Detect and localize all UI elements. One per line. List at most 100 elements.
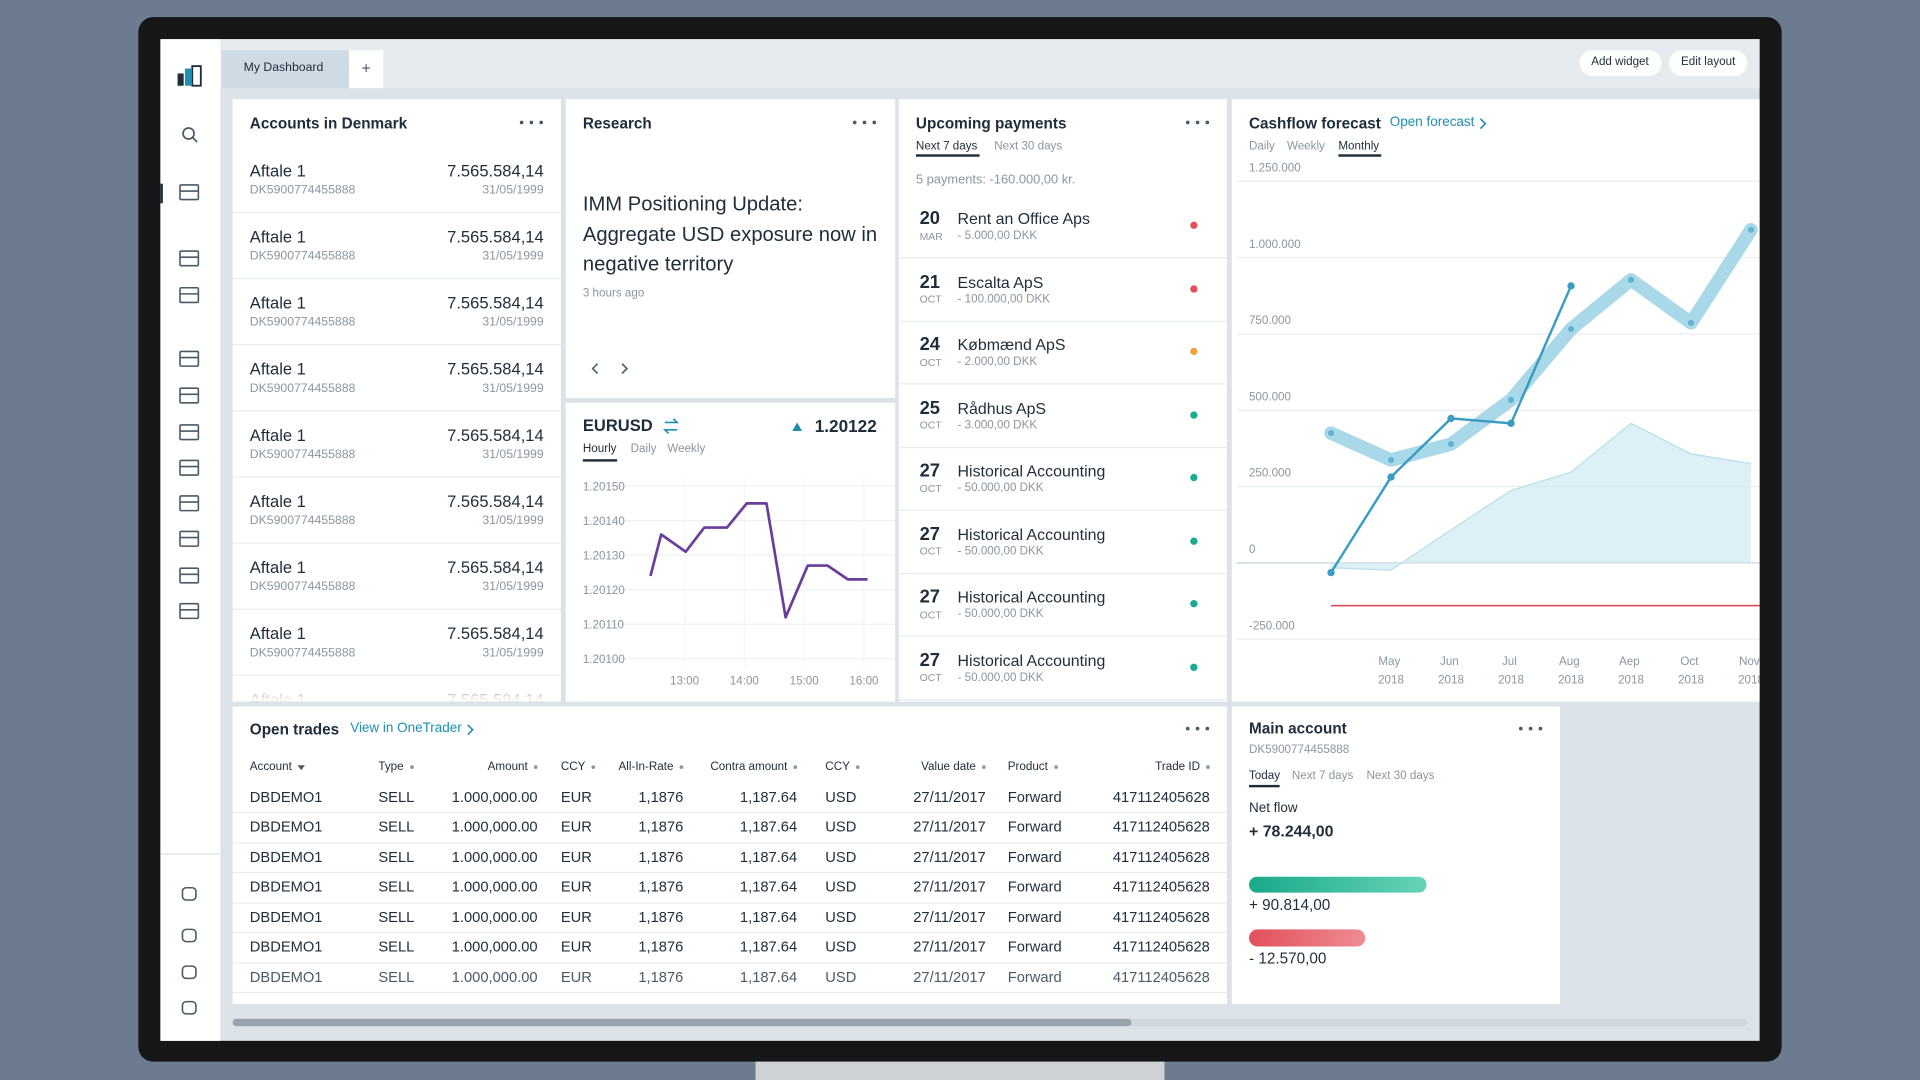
nav-icon[interactable] <box>175 596 204 625</box>
account-name[interactable]: Aftale 1 <box>249 425 306 445</box>
range-tab[interactable]: Hourly <box>582 442 617 456</box>
more-menu[interactable] <box>1183 724 1212 734</box>
sort-indicator[interactable] <box>297 765 306 770</box>
edit-layout-button[interactable] <box>1668 50 1748 76</box>
pay-name[interactable]: Historical Accounting <box>957 587 1106 607</box>
pay-name[interactable]: Historical Accounting <box>957 524 1106 544</box>
link[interactable]: View in OneTrader <box>350 721 462 737</box>
column-header[interactable]: CCY <box>561 761 596 775</box>
range-tab[interactable]: Weekly <box>667 442 706 456</box>
nav-icon[interactable] <box>175 280 204 309</box>
pay-name[interactable]: Historical Accounting <box>957 461 1106 481</box>
status-dot <box>1190 600 1198 608</box>
range-tab[interactable]: Next 7 days <box>915 139 978 154</box>
price-line <box>649 502 868 619</box>
account-name[interactable]: Aftale 1 <box>249 293 306 313</box>
account-name[interactable]: Aftale 1 <box>249 161 306 180</box>
column-header[interactable]: All-In-Rate <box>193 761 684 775</box>
account-name[interactable]: Aftale 1 <box>249 492 306 511</box>
column-header[interactable]: Trade ID <box>720 761 1210 775</box>
pay-name[interactable]: Rådhus ApS <box>957 398 1047 418</box>
nav-icon[interactable] <box>175 561 204 590</box>
nav-icon[interactable] <box>175 64 204 93</box>
pay-name[interactable]: Rent an Office Aps <box>957 209 1091 228</box>
range-tab[interactable]: Daily <box>1248 139 1275 154</box>
link-chevron[interactable] <box>1476 116 1491 131</box>
column-header[interactable]: CCY <box>825 761 860 775</box>
sort-indicator[interactable] <box>533 765 538 770</box>
tab-add-label[interactable]: + <box>361 59 371 78</box>
range-tab[interactable]: Next 30 days <box>1366 769 1435 783</box>
cell: EUR <box>560 968 592 986</box>
nav-icon[interactable] <box>175 344 204 373</box>
button-label[interactable]: Add widget <box>1591 55 1649 69</box>
nav-icon[interactable] <box>175 524 204 553</box>
account-name[interactable]: Aftale 1 <box>249 359 306 379</box>
summary: 5 payments: -160.000,00 kr. <box>915 172 1076 187</box>
nav-icon[interactable] <box>175 453 204 482</box>
column-header[interactable]: Amount <box>48 761 538 775</box>
headline[interactable]: IMM Positioning Update: Aggregate USD ex… <box>582 193 878 276</box>
column-header[interactable]: Product <box>1008 761 1058 775</box>
sort-indicator[interactable] <box>855 765 860 770</box>
sort-indicator[interactable] <box>793 765 798 770</box>
nav-icon[interactable] <box>175 381 204 410</box>
tab-active[interactable] <box>221 50 349 89</box>
pay-day: 21 <box>919 271 941 293</box>
sort-indicator[interactable] <box>409 765 414 770</box>
link-chevron[interactable] <box>463 722 478 737</box>
more-menu[interactable] <box>1183 118 1212 128</box>
cell: 1,1876 <box>638 848 684 866</box>
tab-label[interactable]: My Dashboard <box>243 61 324 75</box>
nav-icon[interactable] <box>175 993 204 1022</box>
sort-indicator[interactable] <box>679 765 684 770</box>
swap-icon[interactable] <box>661 416 681 436</box>
button-label[interactable]: Edit layout <box>1680 55 1736 69</box>
next-arrow[interactable] <box>617 361 632 376</box>
range-tab[interactable]: Monthly <box>1338 139 1380 154</box>
sort-indicator[interactable] <box>591 765 596 770</box>
pay-name[interactable]: Købmænd ApS <box>957 335 1066 355</box>
sort-indicator[interactable] <box>982 765 986 770</box>
more-menu[interactable] <box>517 118 546 128</box>
nav-icon[interactable] <box>175 958 204 987</box>
account-name[interactable]: Aftale 1 <box>249 558 306 577</box>
nav-icon[interactable] <box>175 418 204 447</box>
column-header[interactable]: Contra amount <box>307 761 798 775</box>
prev-arrow[interactable] <box>588 361 603 376</box>
range-tab[interactable]: Next 30 days <box>994 139 1063 154</box>
range-tab[interactable]: Daily <box>630 442 657 456</box>
tab-underline <box>582 459 618 462</box>
more-menu[interactable] <box>1516 724 1545 734</box>
tab-add[interactable] <box>348 50 384 89</box>
link[interactable]: Open forecast <box>1389 115 1475 131</box>
range-tab[interactable]: Next 7 days <box>1291 769 1354 783</box>
row-divider <box>232 991 1227 994</box>
nav-icon[interactable] <box>175 120 204 149</box>
account-name[interactable]: Aftale 1 <box>249 624 306 643</box>
more-menu[interactable] <box>850 118 879 128</box>
pay-name[interactable]: Historical Accounting <box>957 651 1106 670</box>
pay-name[interactable]: Escalta ApS <box>957 272 1044 292</box>
cell: 27/11/2017 <box>913 908 986 926</box>
column-header[interactable]: Account <box>250 761 306 775</box>
x-tick-label: Aep 2018 <box>1618 655 1644 686</box>
y-tick-label: 250.000 <box>1249 467 1292 480</box>
nav-icon[interactable] <box>175 178 204 207</box>
pay-month: OCT <box>919 419 942 432</box>
scrollbar-thumb[interactable] <box>232 1018 1132 1027</box>
icon-part <box>179 250 200 267</box>
range-tab[interactable]: Today <box>1248 769 1281 783</box>
nav-icon[interactable] <box>175 921 204 950</box>
cell: 1,187.64 <box>739 788 798 806</box>
account-name[interactable]: Aftale 1 <box>249 227 306 246</box>
nav-icon[interactable] <box>175 244 204 273</box>
add-widget-button[interactable] <box>1579 50 1662 76</box>
nav-icon[interactable] <box>175 489 204 518</box>
column-header[interactable]: Type <box>378 761 414 775</box>
nav-icon[interactable] <box>175 879 204 908</box>
sort-indicator[interactable] <box>1206 765 1210 770</box>
range-tab[interactable]: Weekly <box>1286 139 1325 154</box>
sort-indicator[interactable] <box>1053 765 1058 770</box>
column-header[interactable]: Value date <box>496 761 986 775</box>
